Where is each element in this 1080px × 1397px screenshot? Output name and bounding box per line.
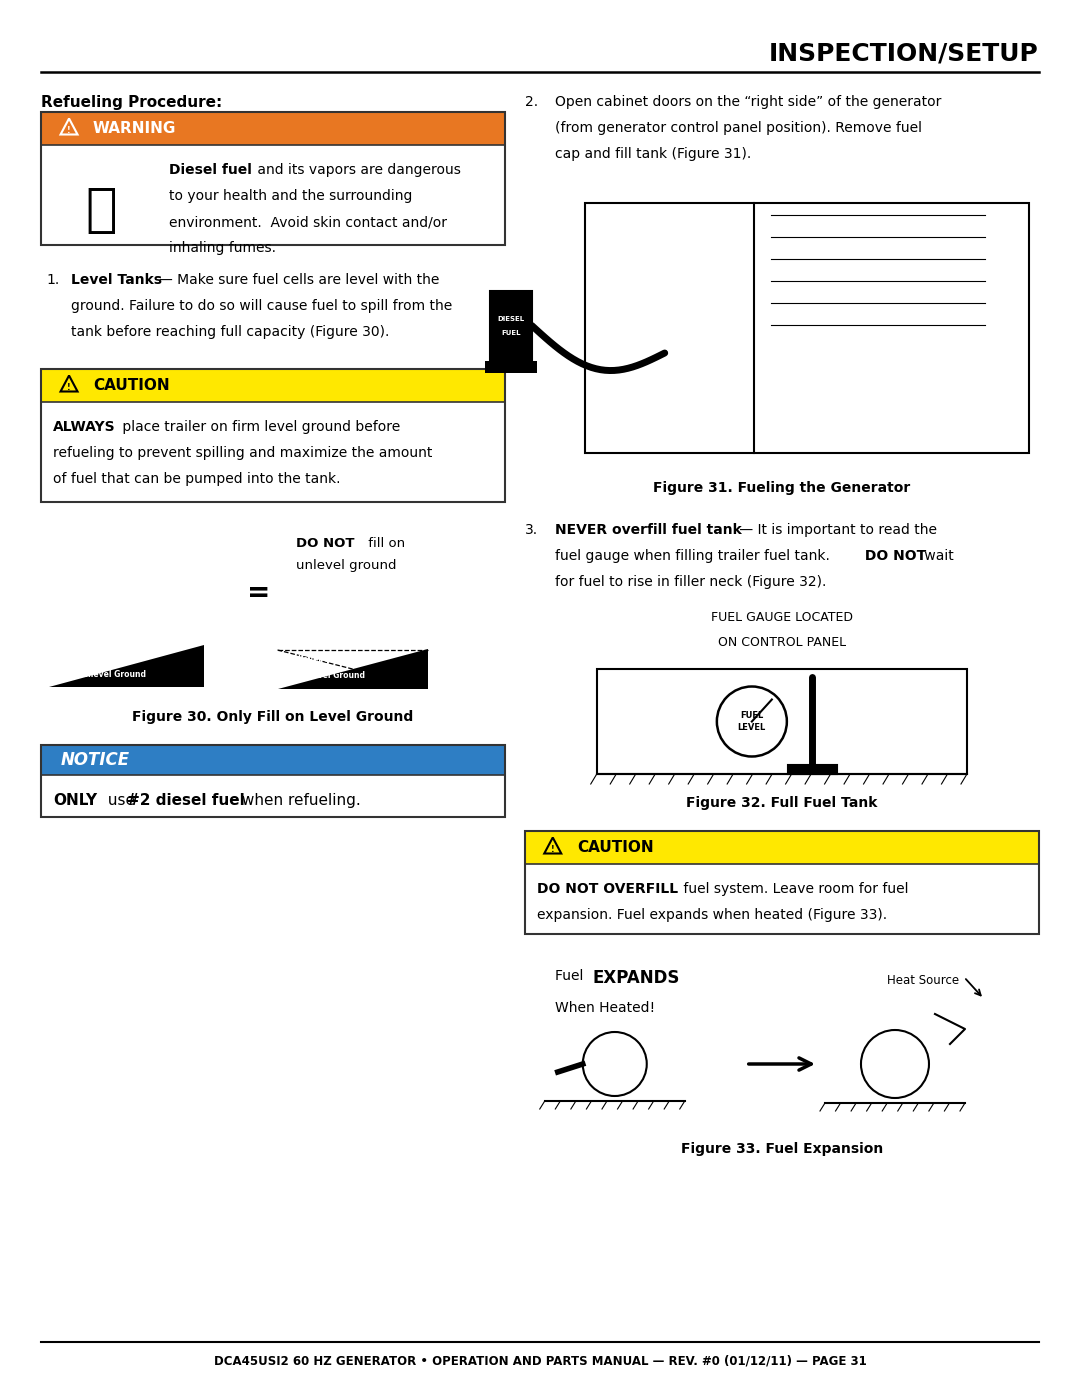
Text: CAUTION: CAUTION <box>577 840 653 855</box>
Text: ALWAYS: ALWAYS <box>53 420 116 434</box>
Bar <box>41 745 504 817</box>
Text: EXPANDS: EXPANDS <box>593 970 680 988</box>
Text: Unlevel Ground: Unlevel Ground <box>297 671 365 679</box>
Bar <box>485 360 537 373</box>
Text: NOTICE: NOTICE <box>62 752 131 768</box>
Text: FUEL: FUEL <box>501 330 521 335</box>
Text: ground. Failure to do so will cause fuel to spill from the: ground. Failure to do so will cause fuel… <box>71 299 453 313</box>
Text: !: ! <box>551 845 554 854</box>
Text: DIESEL: DIESEL <box>497 316 524 321</box>
Text: !: ! <box>67 383 71 391</box>
Text: ONLY: ONLY <box>53 793 97 807</box>
Text: refueling to prevent spilling and maximize the amount: refueling to prevent spilling and maximi… <box>53 446 432 460</box>
Text: Level Ground: Level Ground <box>297 655 355 664</box>
Text: place trailer on firm level ground before: place trailer on firm level ground befor… <box>118 420 401 434</box>
Text: DO NOT: DO NOT <box>860 549 926 563</box>
Text: Refueling Procedure:: Refueling Procedure: <box>41 95 222 110</box>
Text: expansion. Fuel expands when heated (Figure 33).: expansion. Fuel expands when heated (Fig… <box>537 908 887 922</box>
Text: (from generator control panel position). Remove fuel: (from generator control panel position).… <box>555 122 921 136</box>
Text: =: = <box>247 578 271 608</box>
Text: unlevel ground: unlevel ground <box>296 559 396 571</box>
Text: WARNING: WARNING <box>93 122 176 136</box>
Text: of fuel that can be pumped into the tank.: of fuel that can be pumped into the tank… <box>53 472 340 486</box>
Text: INSPECTION/SETUP: INSPECTION/SETUP <box>769 41 1039 66</box>
Text: and its vapors are dangerous: and its vapors are dangerous <box>253 163 461 177</box>
Text: — Make sure fuel cells are level with the: — Make sure fuel cells are level with th… <box>159 272 440 286</box>
Bar <box>41 775 504 817</box>
Text: fill on: fill on <box>364 536 405 550</box>
Text: ON CONTROL PANEL: ON CONTROL PANEL <box>718 636 846 650</box>
Text: to your health and the surrounding: to your health and the surrounding <box>170 189 413 203</box>
Bar <box>41 402 504 502</box>
Text: DO NOT: DO NOT <box>296 536 354 550</box>
Bar <box>41 369 504 502</box>
Circle shape <box>583 1032 647 1097</box>
Text: Figure 30. Only Fill on Level Ground: Figure 30. Only Fill on Level Ground <box>132 710 414 724</box>
Text: Level Tanks: Level Tanks <box>71 272 162 286</box>
Bar <box>41 112 504 145</box>
Bar <box>525 831 1039 935</box>
Text: Heat Source: Heat Source <box>887 974 959 988</box>
Text: FUEL GAUGE LOCATED: FUEL GAUGE LOCATED <box>711 610 853 624</box>
Text: When Heated!: When Heated! <box>555 1002 654 1016</box>
Text: Open cabinet doors on the “right side” of the generator: Open cabinet doors on the “right side” o… <box>555 95 941 109</box>
Text: inhaling fumes.: inhaling fumes. <box>170 242 276 256</box>
Text: fuel gauge when filling trailer fuel tank.: fuel gauge when filling trailer fuel tan… <box>555 549 829 563</box>
Polygon shape <box>49 645 204 687</box>
Text: cap and fill tank (Figure 31).: cap and fill tank (Figure 31). <box>555 147 751 161</box>
Text: !: ! <box>67 126 71 134</box>
Text: 2.: 2. <box>525 95 538 109</box>
Text: when refueling.: when refueling. <box>237 793 361 807</box>
Text: 1.: 1. <box>46 272 59 286</box>
Text: Fuel: Fuel <box>555 970 588 983</box>
Text: Figure 31. Fueling the Generator: Figure 31. Fueling the Generator <box>653 481 910 495</box>
Text: Figure 33. Fuel Expansion: Figure 33. Fuel Expansion <box>680 1141 883 1155</box>
Polygon shape <box>278 650 428 689</box>
Text: for fuel to rise in filler neck (Figure 32).: for fuel to rise in filler neck (Figure … <box>555 576 826 590</box>
Text: Diesel fuel: Diesel fuel <box>170 163 252 177</box>
Circle shape <box>717 686 787 757</box>
Text: Level Ground: Level Ground <box>79 652 136 662</box>
Circle shape <box>861 1030 929 1098</box>
Text: tank before reaching full capacity (Figure 30).: tank before reaching full capacity (Figu… <box>71 326 390 339</box>
Bar <box>525 831 1039 863</box>
Text: CAUTION: CAUTION <box>93 379 170 393</box>
Bar <box>41 369 504 402</box>
Text: environment.  Avoid skin contact and/or: environment. Avoid skin contact and/or <box>170 215 447 229</box>
Text: Unlevel Ground: Unlevel Ground <box>79 669 146 679</box>
Bar <box>597 669 967 774</box>
Text: fuel system. Leave room for fuel: fuel system. Leave room for fuel <box>678 882 908 895</box>
Text: LEVEL: LEVEL <box>738 724 766 732</box>
Text: FUEL: FUEL <box>740 711 764 719</box>
Text: use: use <box>103 793 140 807</box>
Bar <box>489 291 531 360</box>
Text: 3.: 3. <box>525 522 538 536</box>
Bar <box>584 203 1029 453</box>
Text: 🧍: 🧍 <box>85 184 117 236</box>
Text: DO NOT OVERFILL: DO NOT OVERFILL <box>537 882 678 895</box>
Text: wait: wait <box>920 549 954 563</box>
Text: Figure 32. Full Fuel Tank: Figure 32. Full Fuel Tank <box>686 796 878 810</box>
Text: — It is important to read the: — It is important to read the <box>734 522 936 536</box>
Bar <box>525 863 1039 935</box>
Text: #2 diesel fuel: #2 diesel fuel <box>127 793 245 807</box>
Bar <box>41 145 504 244</box>
Bar <box>41 745 504 775</box>
Bar <box>41 112 504 244</box>
Text: NEVER overfill fuel tank: NEVER overfill fuel tank <box>555 522 742 536</box>
Text: DCA45USI2 60 HZ GENERATOR • OPERATION AND PARTS MANUAL — REV. #0 (01/12/11) — PA: DCA45USI2 60 HZ GENERATOR • OPERATION AN… <box>214 1355 866 1368</box>
